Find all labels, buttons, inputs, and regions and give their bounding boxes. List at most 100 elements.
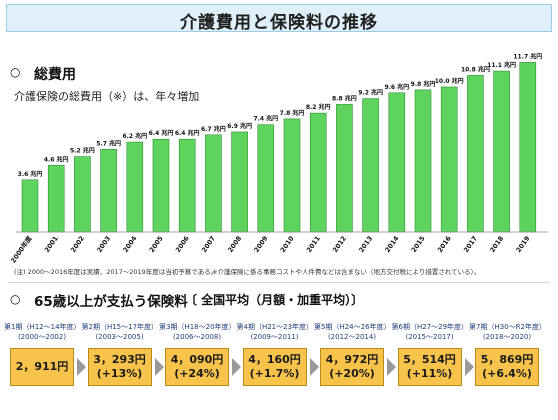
arrow-right-icon: [77, 358, 86, 376]
bar-value-label: 7.8 兆円: [280, 109, 305, 117]
chart-note: (注) 2000～2016年度は実績、2017～2019年度は当初予算である。: [14, 268, 218, 276]
section1-bullet: ○: [10, 65, 21, 79]
period-label: 第5期（H24～26年度） (2012～2014): [314, 322, 391, 342]
premium-box: 3，293円 (+13%): [87, 348, 152, 386]
period-years: (2015～2017): [405, 333, 454, 341]
bar-2006: [178, 138, 196, 233]
x-tick-label: 2001: [43, 234, 60, 254]
bar-value-label: 6.7 兆円: [201, 125, 226, 133]
premium-change: (+13%): [96, 367, 143, 380]
arrow-right-icon: [154, 358, 164, 376]
x-tick-label: 2008: [226, 234, 243, 254]
bar-2009: [257, 124, 275, 233]
bar-2003: [100, 149, 117, 233]
premium-amount: 4，090円: [170, 353, 224, 366]
period-years: (2009～2011): [250, 333, 299, 341]
section-divider: [8, 282, 550, 283]
bar-value-label: 5.7 兆円: [96, 139, 121, 147]
bar-value-label: 6.9 兆円: [227, 122, 252, 130]
chart-footnote: ※介護保険に係る事務コストや人件費などは含まない（地方交付税により措置されている…: [212, 268, 481, 276]
bar-value-label: 8.8 兆円: [332, 94, 357, 102]
period-name: 第7期（H30～R2年度）: [469, 323, 546, 331]
premium-box: 5，869円 (+6.4%): [475, 348, 539, 386]
x-tick-label: 2006: [174, 234, 191, 254]
premium-amount: 3，293円: [93, 353, 146, 366]
bar-value-label: 8.2 兆円: [306, 103, 331, 111]
period-years: (2006～2008): [172, 333, 222, 341]
bar-2017: [467, 75, 484, 233]
bar-value-label: 6.2 兆円: [122, 132, 147, 140]
bar-2019: [519, 62, 537, 233]
premium-box: 2，911円: [10, 348, 74, 386]
bar-value-label: 10.0 兆円: [435, 77, 464, 85]
arrow-right-icon: [309, 358, 319, 376]
bar-2012: [336, 104, 353, 233]
premium-amount: 5，514円: [403, 353, 456, 366]
bar-2004: [126, 141, 144, 233]
bar-value-label: 11.7 兆円: [513, 52, 542, 60]
section2-bullet: ○: [10, 292, 21, 306]
bar-value-label: 6.4 兆円: [175, 129, 200, 137]
page-title: 介護費用と保険料の推移: [180, 13, 378, 33]
period-label: 第7期（H30～R2年度） (2018～2020): [469, 322, 546, 342]
premium-amount: 5，869円: [480, 353, 534, 366]
premium-change: (+24%): [174, 367, 220, 380]
section2-subtitle: 〔 全国平均（月額・加重平均）〕: [185, 293, 364, 307]
arrow-right-icon: [464, 358, 474, 376]
premium-amount: 4，160円: [248, 353, 301, 366]
x-tick-label: 2019: [515, 234, 532, 254]
premium-amount: 4，972円: [325, 353, 379, 366]
bar-2011: [309, 112, 327, 233]
period-label: 第2期（H15～17年度） (2003～2005): [81, 322, 159, 342]
period-label: 第1期（H12～14年度） (2000～2002): [4, 322, 81, 342]
x-tick-label: 2017: [462, 235, 479, 254]
bar-value-label: 7.4 兆円: [253, 115, 278, 123]
premium-box: 4，972円 (+20%): [320, 348, 384, 386]
bar-value-label: 9.8 兆円: [411, 80, 436, 88]
bar-value-label: 3.6 兆円: [18, 170, 43, 178]
period-years: (2012～2014): [327, 333, 377, 341]
x-tick-label: 2007: [200, 235, 217, 254]
premium-box: 4，090円 (+24%): [165, 348, 229, 386]
period-name: 第1期（H12～14年度）: [4, 323, 81, 331]
premium-change: (+6.4%): [482, 367, 532, 380]
x-tick-label: 2009: [253, 234, 270, 254]
x-tick-label: 2002: [69, 235, 86, 254]
x-tick-label: 2005: [148, 234, 165, 254]
bar-value-label: 9.2 兆円: [358, 89, 383, 97]
period-years: (2003～2005): [95, 333, 144, 341]
section1-title: 総費用: [34, 67, 76, 83]
period-years: (2000～2002): [17, 333, 67, 341]
bar-value-label: 11.1 兆円: [487, 61, 516, 69]
x-tick-label: 2012: [331, 235, 348, 254]
bar-2014: [388, 92, 406, 233]
x-tick-label: 2010: [279, 234, 296, 254]
bar-value-label: 5.2 兆円: [70, 147, 95, 155]
arrow-right-icon: [232, 358, 241, 376]
title-banner: 介護費用と保険料の推移: [6, 4, 552, 33]
bar-value-label: 6.4 兆円: [149, 129, 174, 137]
premium-box: 5，514円 (+11%): [397, 348, 462, 386]
bar-value-label: 4.6 兆円: [44, 155, 69, 163]
bar-2016: [440, 86, 458, 233]
bar-2015: [414, 89, 432, 233]
x-tick-label: 2018: [488, 234, 505, 254]
section2-title: 65歳以上が支払う保険料: [34, 294, 188, 310]
bar-value-label: 9.6 兆円: [384, 83, 409, 91]
bar-2007: [205, 134, 222, 233]
x-tick-label: 2000年度: [8, 234, 33, 265]
x-tick-label: 2003: [95, 235, 112, 254]
x-tick-label: 2004: [122, 234, 139, 254]
period-name: 第2期（H15～17年度）: [81, 323, 159, 331]
period-label: 第6期（H27～29年度） (2015～2017): [391, 322, 469, 342]
x-tick-label: 2016: [436, 234, 453, 254]
period-name: 第4期（H21～23年度）: [236, 323, 314, 331]
period-name: 第6期（H27～29年度）: [391, 323, 469, 331]
bar-2008: [231, 131, 248, 233]
bar-2000年度: [21, 179, 39, 233]
x-tick-label: 2013: [357, 235, 374, 254]
premium-change: (+20%): [329, 367, 375, 380]
x-tick-label: 2014: [384, 234, 401, 254]
premium-change: (+1.7%): [249, 367, 300, 380]
period-label: 第4期（H21～23年度） (2009～2011): [236, 322, 314, 342]
